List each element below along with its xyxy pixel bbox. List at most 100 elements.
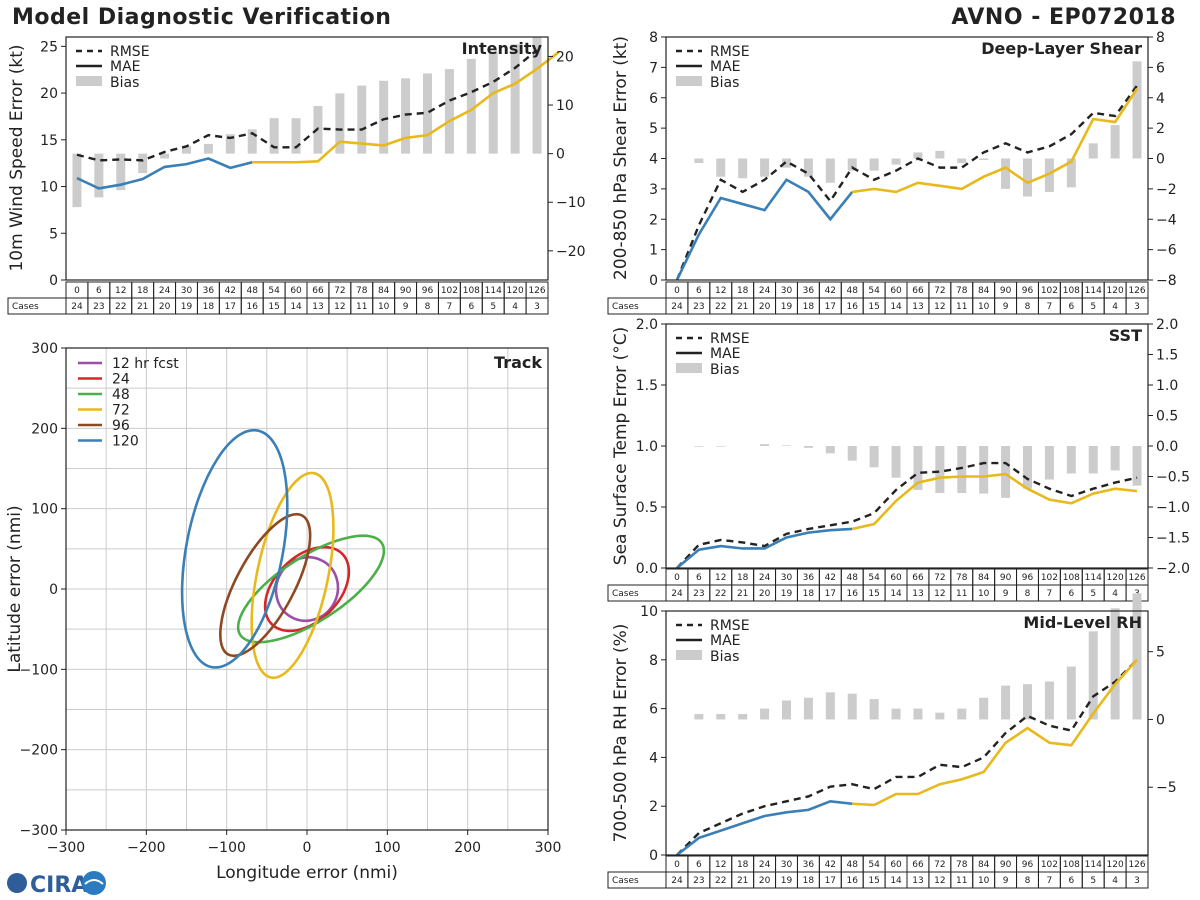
lead-time-label: 114 <box>1085 573 1102 583</box>
bias-bar <box>738 714 748 720</box>
bias-bar <box>825 446 835 454</box>
y-tick-label: 20 <box>40 86 58 102</box>
cases-count-label: 6 <box>1068 589 1074 599</box>
cases-count-label: 24 <box>71 302 83 312</box>
lead-time-label: 42 <box>825 860 836 870</box>
lead-time-label: 96 <box>1022 573 1034 583</box>
mae-line-late <box>252 50 560 164</box>
mae-line-late <box>852 87 1139 194</box>
cases-count-label: 16 <box>847 876 859 886</box>
lead-time-label: 72 <box>334 286 345 296</box>
cases-count-label: 16 <box>847 302 859 312</box>
cases-count-label: 5 <box>1090 302 1096 312</box>
cases-count-label: 23 <box>693 589 704 599</box>
cases-count-label: 21 <box>137 302 148 312</box>
y-tick-label: 0 <box>49 582 58 598</box>
bias-bar <box>1088 143 1098 159</box>
bias-tick-label: 1.5 <box>1156 348 1178 364</box>
legend-label: 96 <box>112 418 130 434</box>
legend-rmse-label: RMSE <box>710 44 750 60</box>
cases-count-label: 6 <box>1068 302 1074 312</box>
legend-bias-swatch <box>76 76 102 86</box>
bias-bar <box>247 129 257 154</box>
bias-bar <box>1110 446 1120 471</box>
cases-count-label: 13 <box>912 302 923 312</box>
legend-mae-label: MAE <box>710 346 741 362</box>
cases-count-label: 6 <box>1068 876 1074 886</box>
lead-time-label: 24 <box>759 860 771 870</box>
cases-count-label: 21 <box>737 589 748 599</box>
y-tick-label: 4 <box>649 152 658 168</box>
bias-bar <box>357 85 367 154</box>
bias-tick-label: −20 <box>556 244 586 260</box>
lead-time-label: 126 <box>1128 860 1145 870</box>
cases-cell <box>525 297 549 315</box>
lead-time-label: 84 <box>378 286 390 296</box>
cases-count-label: 10 <box>978 589 990 599</box>
cases-count-label: 5 <box>1090 589 1096 599</box>
bias-bar <box>913 152 923 159</box>
y-axis-label: Sea Surface Temp Error (°C) <box>611 327 631 565</box>
cases-count-label: 15 <box>868 876 879 886</box>
lead-time-label: 72 <box>934 286 945 296</box>
cases-count-label: 18 <box>803 302 815 312</box>
lead-time-label: 84 <box>978 860 990 870</box>
bias-tick-label: 20 <box>556 49 574 65</box>
track-ellipse-72 <box>250 471 335 680</box>
cases-count-label: 4 <box>512 302 518 312</box>
lead-time-label: 96 <box>422 286 434 296</box>
bias-bar <box>182 146 191 154</box>
panel-title: Track <box>494 353 542 372</box>
lead-time-label: 18 <box>737 286 749 296</box>
y-tick-label: 25 <box>40 39 58 55</box>
rmse-line <box>675 84 1139 281</box>
lead-time-label: 102 <box>1041 286 1058 296</box>
cases-count-label: 14 <box>890 876 902 886</box>
mae-line-early <box>76 157 253 190</box>
mae-line-late <box>852 658 1139 807</box>
bias-bar <box>913 708 923 720</box>
lead-time-label: 0 <box>674 286 680 296</box>
bias-tick-label: 0.0 <box>1156 439 1178 455</box>
cases-count-label: 7 <box>1047 589 1053 599</box>
lead-time-label: 48 <box>847 573 859 583</box>
y-tick-label: 2.0 <box>636 317 658 333</box>
bias-bar <box>335 93 345 154</box>
bias-bar <box>510 44 520 154</box>
x-tick-label: −200 <box>127 840 165 856</box>
x-tick-label: −100 <box>207 840 245 856</box>
cira-logo: CIRA <box>7 871 106 898</box>
bias-bar <box>825 158 835 183</box>
cases-count-label: 18 <box>803 589 815 599</box>
lead-time-label: 54 <box>868 286 880 296</box>
lead-time-label: 108 <box>1063 860 1080 870</box>
cases-count-label: 11 <box>956 302 967 312</box>
bias-bar <box>160 153 170 159</box>
cases-count-label: 16 <box>247 302 259 312</box>
cases-count-label: 3 <box>1134 876 1140 886</box>
logo-globe-icon <box>7 873 27 893</box>
bias-bar <box>979 158 989 161</box>
bias-bar <box>935 150 945 159</box>
mae-line-late <box>851 472 1138 531</box>
cases-count-label: 14 <box>890 589 902 599</box>
lead-time-label: 126 <box>1128 573 1145 583</box>
legend-rmse-label: RMSE <box>710 331 750 347</box>
logo-text: CIRA <box>30 873 88 898</box>
bias-bar <box>716 714 726 720</box>
bias-bar <box>782 158 791 168</box>
legend-mae-label: MAE <box>710 633 741 649</box>
lead-time-label: 78 <box>956 860 968 870</box>
y-tick-label: 1 <box>649 243 658 259</box>
cases-count-label: 23 <box>693 302 704 312</box>
lead-time-label: 96 <box>1022 286 1034 296</box>
cases-count-label: 4 <box>1112 589 1118 599</box>
y-tick-label: 5 <box>49 226 58 242</box>
legend-mae-label: MAE <box>110 59 141 75</box>
cases-count-label: 9 <box>1003 302 1009 312</box>
cases-count-label: 15 <box>268 302 279 312</box>
legend-label: 48 <box>112 387 130 403</box>
logo-wave-icon <box>84 879 104 885</box>
panel-title: Deep-Layer Shear <box>981 39 1142 58</box>
